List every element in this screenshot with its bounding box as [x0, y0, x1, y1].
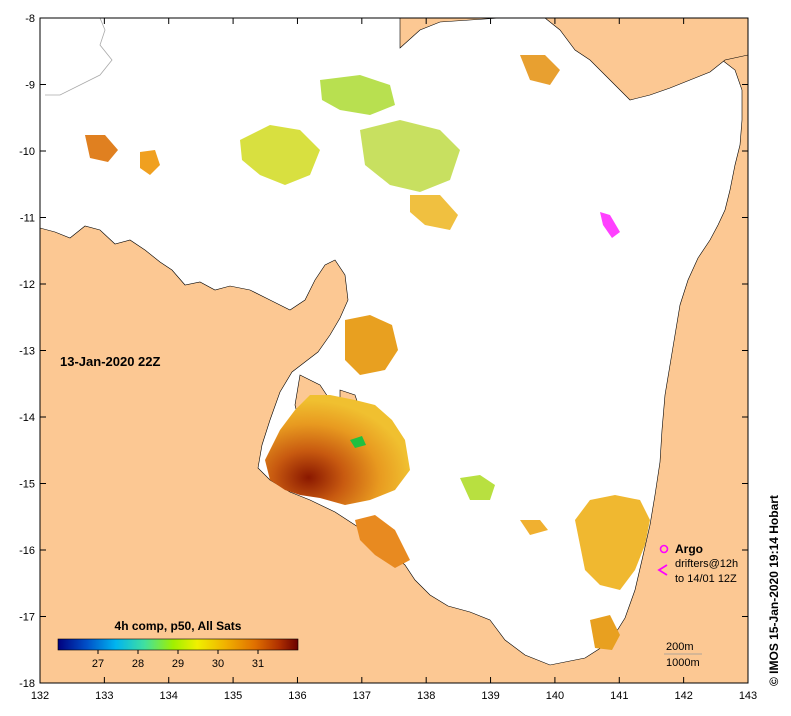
colorbar-tick-label: 27	[92, 658, 104, 670]
colorbar-tick-label: 29	[172, 658, 184, 670]
lon-tick-label: 138	[417, 690, 435, 702]
legend-drifters-line1: drifters@12h	[675, 558, 738, 570]
lat-tick-label: -13	[19, 346, 35, 358]
lat-tick-label: -12	[19, 279, 35, 291]
date-label: 13-Jan-2020 22Z	[60, 354, 161, 369]
lat-tick-label: -9	[25, 80, 35, 92]
lon-tick-label: 142	[674, 690, 692, 702]
lon-tick-label: 137	[353, 690, 371, 702]
lat-tick-label: -15	[19, 479, 35, 491]
lon-tick-label: 135	[224, 690, 242, 702]
lat-tick-label: -18	[19, 678, 35, 690]
lat-tick-label: -14	[19, 412, 35, 424]
lon-tick-label: 134	[160, 690, 178, 702]
land-top-right	[544, 18, 748, 101]
lon-tick-label: 133	[95, 690, 113, 702]
land-arnhem	[40, 18, 748, 683]
land-top-north	[399, 18, 501, 49]
sst-patches	[85, 55, 650, 650]
colorbar-tick-label: 28	[132, 658, 144, 670]
lon-tick-label: 136	[288, 690, 306, 702]
lon-tick-label: 141	[610, 690, 628, 702]
lat-tick-label: -11	[20, 213, 35, 225]
lon-tick-label: 139	[481, 690, 499, 702]
legend-argo: Argo	[675, 542, 703, 556]
lon-axis: 132 133 134 135 136 137 138 139 140 141 142 143	[31, 18, 757, 702]
colorbar: 4h comp, p50, All Sats 27 28 29 30 31	[57, 619, 299, 670]
lon-tick-label: 132	[31, 690, 49, 702]
lat-tick-label: -8	[25, 13, 35, 25]
colorbar-gradient	[57, 638, 299, 651]
lat-tick-label: -17	[19, 612, 35, 624]
lat-tick-label: -10	[19, 146, 35, 158]
lat-axis: -8 -9 -10 -11 -12 -13 -14 -15 -16 -17 -18	[19, 13, 748, 690]
credit-text: © IMOS 15-Jan-2020 19:14 Hobart	[767, 495, 781, 686]
contour-line	[45, 18, 113, 96]
legend: Argo drifters@12h to 14/01 12Z 200m 1000…	[657, 542, 738, 669]
lon-tick-label: 140	[546, 690, 564, 702]
colorbar-tick-label: 31	[252, 658, 264, 670]
legend-1000m: 1000m	[666, 657, 700, 669]
colorbar-title: 4h comp, p50, All Sats	[115, 619, 242, 633]
drifter-arrow-icon	[657, 564, 668, 576]
colorbar-tick-label: 30	[212, 658, 224, 670]
colorbar-ticks: 27 28 29 30 31	[92, 650, 264, 670]
plot-area: 13-Jan-2020 22Z 4h comp, p50, All Sats 2…	[40, 18, 748, 683]
argo-marker-icon	[659, 544, 669, 554]
legend-200m: 200m	[666, 641, 694, 653]
lon-tick-label: 143	[739, 690, 757, 702]
lat-tick-label: -16	[19, 545, 35, 557]
legend-drifters-line2: to 14/01 12Z	[675, 573, 737, 585]
